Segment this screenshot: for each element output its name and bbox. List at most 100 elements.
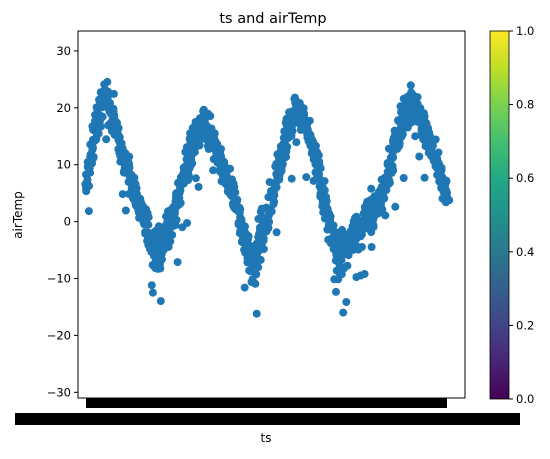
y-axis-label: airTemp <box>11 191 25 239</box>
data-point <box>314 151 323 160</box>
data-point <box>231 188 240 197</box>
data-point <box>148 288 157 297</box>
y-tick-label: 30 <box>56 44 71 58</box>
data-point <box>282 153 290 162</box>
data-point <box>172 215 181 224</box>
data-point <box>85 182 93 190</box>
data-point <box>156 264 165 273</box>
data-point <box>311 141 320 150</box>
data-point <box>114 123 123 132</box>
y-tick-label: −10 <box>47 272 71 286</box>
x-tick-marks <box>86 398 447 408</box>
data-point <box>102 135 111 144</box>
data-point <box>226 164 235 173</box>
data-point <box>173 258 182 267</box>
x-axis-label: ts <box>261 431 272 445</box>
data-point <box>210 129 219 138</box>
data-point <box>302 173 311 182</box>
data-point <box>305 116 314 125</box>
x-tick-labels <box>15 413 520 425</box>
data-point <box>188 159 197 168</box>
data-point <box>98 112 107 121</box>
data-point <box>83 175 92 184</box>
colorbar-tick-label: 0.2 <box>516 318 534 332</box>
data-point <box>89 143 97 152</box>
data-point <box>420 109 428 118</box>
data-point <box>283 142 292 151</box>
data-point <box>320 177 329 186</box>
data-point <box>399 174 408 182</box>
data-point <box>109 89 118 98</box>
data-point <box>333 232 342 241</box>
data-point <box>228 175 236 184</box>
data-point <box>344 251 353 260</box>
colorbar-tick-label: 0.6 <box>516 171 534 185</box>
data-point <box>342 298 351 306</box>
data-point <box>195 141 204 150</box>
data-point <box>415 152 424 161</box>
data-point <box>391 202 400 211</box>
data-point <box>321 194 330 203</box>
data-point <box>395 139 404 148</box>
data-point <box>170 209 179 218</box>
data-point <box>184 169 193 178</box>
data-point <box>292 138 301 147</box>
data-point <box>420 173 429 182</box>
data-point <box>367 243 376 251</box>
data-point <box>442 176 451 185</box>
data-point <box>288 127 297 135</box>
data-point <box>125 163 134 172</box>
data-point <box>270 197 279 206</box>
data-point <box>431 135 440 144</box>
data-point <box>89 154 98 163</box>
data-point <box>380 194 389 203</box>
data-point <box>217 145 225 153</box>
data-point <box>158 255 166 264</box>
data-point <box>236 205 245 214</box>
y-tick-label: 20 <box>56 101 71 115</box>
data-point <box>84 207 93 216</box>
data-point <box>191 174 200 183</box>
data-point <box>367 184 376 193</box>
data-point <box>194 182 203 191</box>
data-point <box>434 148 443 157</box>
y-axis: 30 20 10 0 −10 −20 −30 <box>47 44 78 399</box>
data-point <box>241 222 249 231</box>
data-point <box>156 297 165 306</box>
data-point <box>389 153 398 162</box>
data-point <box>95 119 104 128</box>
data-point <box>206 112 215 121</box>
data-point <box>144 213 153 222</box>
data-point <box>130 173 139 182</box>
data-point <box>117 139 126 148</box>
colorbar-tick-label: 0.8 <box>516 98 534 112</box>
colorbar <box>489 30 510 400</box>
data-point <box>299 104 308 113</box>
y-tick-label: 10 <box>56 158 71 172</box>
data-point <box>256 255 265 264</box>
y-tick-label: 0 <box>64 215 71 229</box>
x-axis <box>15 398 520 425</box>
data-point <box>131 179 140 188</box>
data-point <box>381 211 390 220</box>
y-tick-label: −20 <box>47 328 71 342</box>
data-point <box>337 270 346 279</box>
data-point <box>332 287 340 296</box>
data-point <box>413 93 422 102</box>
data-point <box>385 178 394 187</box>
data-point <box>259 245 268 254</box>
data-point <box>264 224 273 232</box>
data-point <box>428 141 437 150</box>
data-point <box>369 222 378 231</box>
data-point <box>244 232 253 241</box>
data-point <box>252 309 261 318</box>
data-point <box>118 190 127 199</box>
data-point <box>251 279 260 288</box>
colorbar-tick-label: 1.0 <box>516 24 534 38</box>
data-point <box>445 196 454 205</box>
data-point <box>147 281 156 290</box>
data-point <box>190 148 199 157</box>
data-point <box>287 174 296 183</box>
data-point <box>272 228 281 237</box>
